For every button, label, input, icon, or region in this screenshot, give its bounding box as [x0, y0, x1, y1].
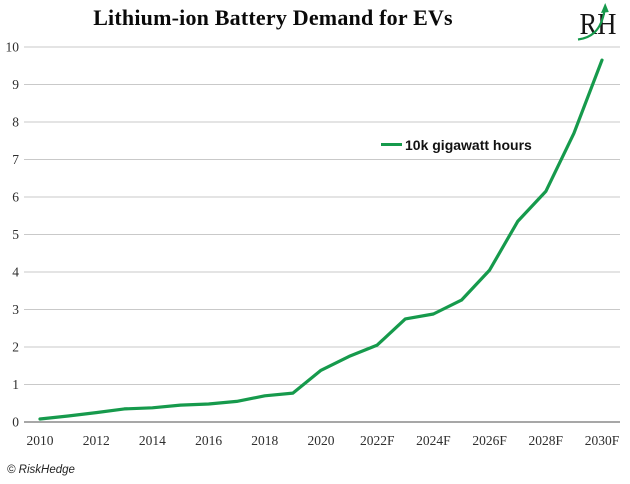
riskhedge-logo: RH [577, 3, 617, 41]
x-tick-label: 2028F [529, 433, 564, 448]
demand-line-series [38, 58, 604, 421]
y-tick-label: 4 [12, 265, 19, 280]
x-tick-label: 2014 [139, 433, 166, 448]
x-tick-label: 2012 [83, 433, 110, 448]
legend: 10k gigawatt hours [381, 136, 532, 153]
y-tick-label: 9 [12, 77, 19, 92]
x-tick-label: 2020 [308, 433, 335, 448]
x-tick-label: 2018 [251, 433, 278, 448]
y-tick-label: 10 [6, 40, 20, 55]
logo-arrow-head-icon [601, 3, 609, 13]
y-tick-label: 8 [12, 115, 19, 130]
y-tick-label: 6 [12, 190, 19, 205]
y-tick-label: 2 [12, 340, 19, 355]
x-tick-label: 2024F [416, 433, 451, 448]
legend-label: 10k gigawatt hours [405, 136, 532, 153]
y-tick-label: 5 [12, 227, 19, 242]
copyright-text: © RiskHedge [7, 464, 75, 476]
x-tick-label: 2030F [585, 433, 620, 448]
x-tick-label: 2022F [360, 433, 395, 448]
y-tick-label: 1 [12, 377, 19, 392]
logo-arrow-curve [577, 9, 606, 41]
logo-letters: RH [580, 6, 617, 41]
y-tick-label: 0 [12, 415, 19, 430]
x-tick-label: 2026F [472, 433, 507, 448]
legend-line-swatch [381, 143, 402, 146]
y-tick-label: 7 [12, 152, 19, 167]
x-tick-label: 2010 [27, 433, 54, 448]
chart-title: Lithium-ion Battery Demand for EVs [93, 5, 453, 30]
y-tick-label: 3 [12, 302, 19, 317]
x-tick-label: 2016 [195, 433, 222, 448]
